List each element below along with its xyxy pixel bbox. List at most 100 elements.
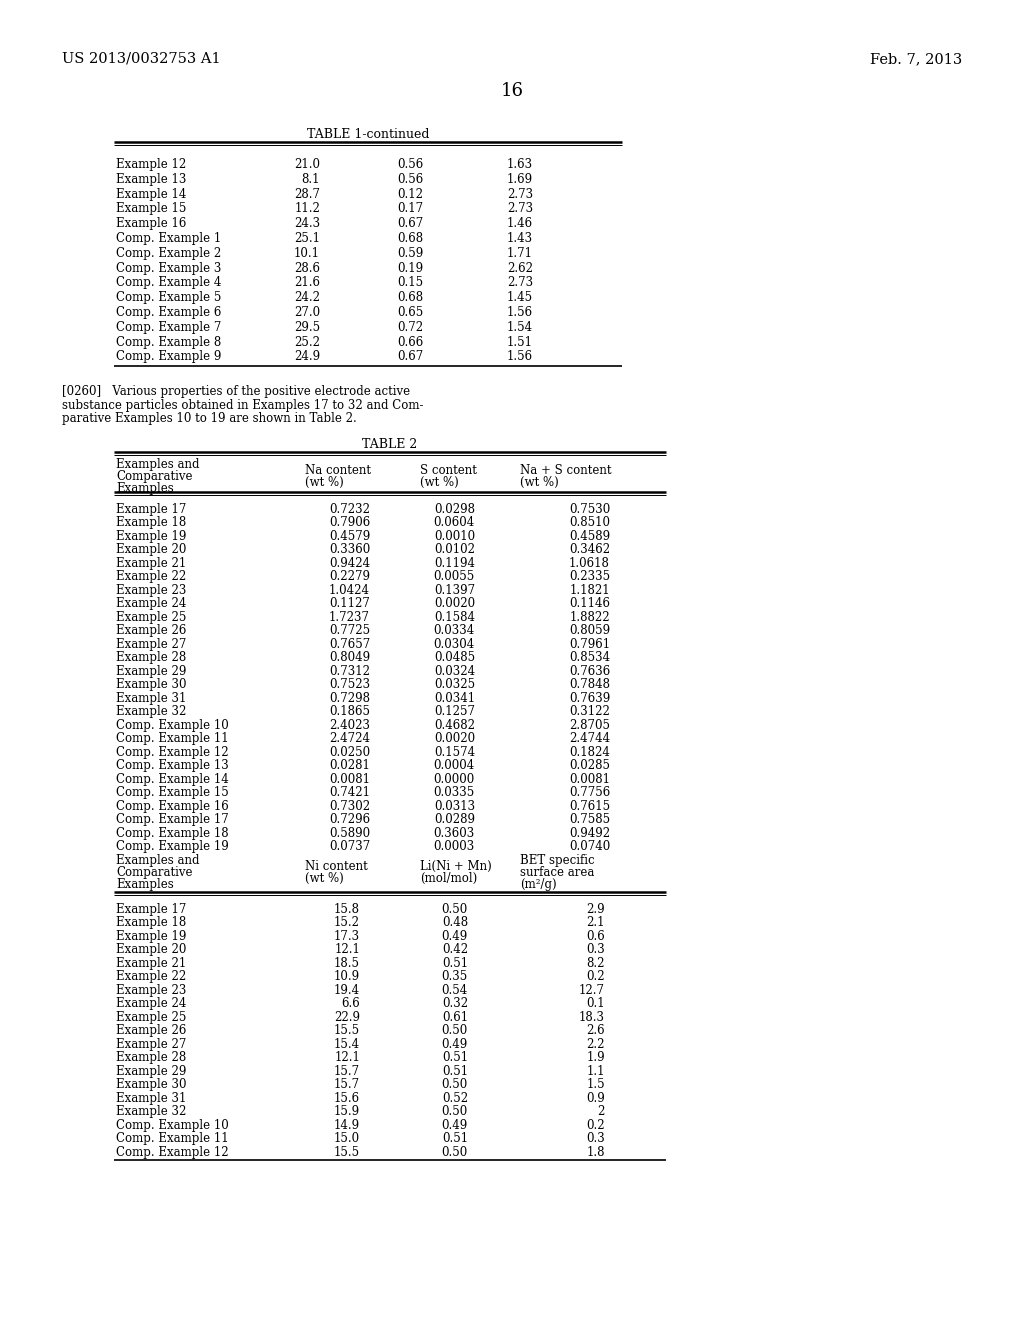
Text: 18.3: 18.3 <box>579 1011 605 1024</box>
Text: 1.63: 1.63 <box>507 158 534 172</box>
Text: 0.66: 0.66 <box>396 335 423 348</box>
Text: 1.71: 1.71 <box>507 247 534 260</box>
Text: Examples and: Examples and <box>116 458 200 471</box>
Text: 0.7312: 0.7312 <box>329 665 370 677</box>
Text: 0.9424: 0.9424 <box>329 557 370 570</box>
Text: Comp. Example 8: Comp. Example 8 <box>116 335 221 348</box>
Text: 11.2: 11.2 <box>294 202 319 215</box>
Text: 2.1: 2.1 <box>587 916 605 929</box>
Text: 2.8705: 2.8705 <box>569 718 610 731</box>
Text: 0.0325: 0.0325 <box>434 678 475 692</box>
Text: 0.7585: 0.7585 <box>569 813 610 826</box>
Text: Example 13: Example 13 <box>116 173 186 186</box>
Text: 0.54: 0.54 <box>441 983 468 997</box>
Text: 0.3603: 0.3603 <box>434 826 475 840</box>
Text: Example 21: Example 21 <box>116 957 186 970</box>
Text: 0.50: 0.50 <box>441 1024 468 1038</box>
Text: Comp. Example 2: Comp. Example 2 <box>116 247 221 260</box>
Text: 0.0604: 0.0604 <box>434 516 475 529</box>
Text: Comp. Example 15: Comp. Example 15 <box>116 787 228 799</box>
Text: Example 12: Example 12 <box>116 158 186 172</box>
Text: Comp. Example 4: Comp. Example 4 <box>116 276 221 289</box>
Text: Na + S content: Na + S content <box>520 463 611 477</box>
Text: 10.1: 10.1 <box>294 247 319 260</box>
Text: Examples: Examples <box>116 482 174 495</box>
Text: 0.1574: 0.1574 <box>434 746 475 759</box>
Text: 0.72: 0.72 <box>397 321 423 334</box>
Text: 0.7961: 0.7961 <box>569 638 610 651</box>
Text: Example 19: Example 19 <box>116 929 186 942</box>
Text: (m²/g): (m²/g) <box>520 878 557 891</box>
Text: Comp. Example 18: Comp. Example 18 <box>116 826 228 840</box>
Text: 0.56: 0.56 <box>396 158 423 172</box>
Text: 0.7530: 0.7530 <box>568 503 610 516</box>
Text: 0.56: 0.56 <box>396 173 423 186</box>
Text: Ni content: Ni content <box>305 859 368 873</box>
Text: 0.59: 0.59 <box>396 247 423 260</box>
Text: Example 19: Example 19 <box>116 529 186 543</box>
Text: Examples and: Examples and <box>116 854 200 867</box>
Text: 2.73: 2.73 <box>507 187 534 201</box>
Text: 0.0081: 0.0081 <box>329 772 370 785</box>
Text: Na content: Na content <box>305 463 371 477</box>
Text: 0.49: 0.49 <box>441 1038 468 1051</box>
Text: 15.7: 15.7 <box>334 1065 360 1077</box>
Text: 2.73: 2.73 <box>507 276 534 289</box>
Text: 0.7296: 0.7296 <box>329 813 370 826</box>
Text: (wt %): (wt %) <box>420 475 459 488</box>
Text: 0.7421: 0.7421 <box>329 787 370 799</box>
Text: 0.1127: 0.1127 <box>329 597 370 610</box>
Text: 15.5: 15.5 <box>334 1024 360 1038</box>
Text: 0.0737: 0.0737 <box>329 841 370 853</box>
Text: 12.1: 12.1 <box>334 1051 360 1064</box>
Text: 0.1257: 0.1257 <box>434 705 475 718</box>
Text: Example 29: Example 29 <box>116 665 186 677</box>
Text: 0.42: 0.42 <box>442 944 468 956</box>
Text: 0.8534: 0.8534 <box>569 651 610 664</box>
Text: 0.2: 0.2 <box>587 1119 605 1131</box>
Text: Example 17: Example 17 <box>116 903 186 916</box>
Text: 25.2: 25.2 <box>294 335 319 348</box>
Text: 0.7298: 0.7298 <box>329 692 370 705</box>
Text: Example 23: Example 23 <box>116 983 186 997</box>
Text: 0.0285: 0.0285 <box>569 759 610 772</box>
Text: 15.2: 15.2 <box>334 916 360 929</box>
Text: 0.52: 0.52 <box>442 1092 468 1105</box>
Text: 8.1: 8.1 <box>301 173 319 186</box>
Text: 0.0020: 0.0020 <box>434 733 475 746</box>
Text: Example 20: Example 20 <box>116 544 186 556</box>
Text: 12.7: 12.7 <box>579 983 605 997</box>
Text: 0.3360: 0.3360 <box>329 544 370 556</box>
Text: Example 27: Example 27 <box>116 638 186 651</box>
Text: 0.7639: 0.7639 <box>568 692 610 705</box>
Text: 0.61: 0.61 <box>442 1011 468 1024</box>
Text: 0.0298: 0.0298 <box>434 503 475 516</box>
Text: 1.9: 1.9 <box>587 1051 605 1064</box>
Text: 0.1146: 0.1146 <box>569 597 610 610</box>
Text: 0.7232: 0.7232 <box>329 503 370 516</box>
Text: Comp. Example 11: Comp. Example 11 <box>116 733 228 746</box>
Text: 0.1824: 0.1824 <box>569 746 610 759</box>
Text: 0.0281: 0.0281 <box>329 759 370 772</box>
Text: 0.49: 0.49 <box>441 1119 468 1131</box>
Text: Example 28: Example 28 <box>116 1051 186 1064</box>
Text: 1.0424: 1.0424 <box>329 583 370 597</box>
Text: 0.7636: 0.7636 <box>568 665 610 677</box>
Text: Example 28: Example 28 <box>116 651 186 664</box>
Text: Example 23: Example 23 <box>116 583 186 597</box>
Text: 0.68: 0.68 <box>397 232 423 246</box>
Text: 28.6: 28.6 <box>294 261 319 275</box>
Text: 1.1: 1.1 <box>587 1065 605 1077</box>
Text: Comp. Example 12: Comp. Example 12 <box>116 746 228 759</box>
Text: 0.0010: 0.0010 <box>434 529 475 543</box>
Text: 21.6: 21.6 <box>294 276 319 289</box>
Text: Example 32: Example 32 <box>116 705 186 718</box>
Text: Example 22: Example 22 <box>116 970 186 983</box>
Text: Comp. Example 16: Comp. Example 16 <box>116 800 228 813</box>
Text: 15.8: 15.8 <box>334 903 360 916</box>
Text: 0.0485: 0.0485 <box>434 651 475 664</box>
Text: 1.45: 1.45 <box>507 292 534 304</box>
Text: (mol/mol): (mol/mol) <box>420 871 477 884</box>
Text: 0.0250: 0.0250 <box>329 746 370 759</box>
Text: 0.0313: 0.0313 <box>434 800 475 813</box>
